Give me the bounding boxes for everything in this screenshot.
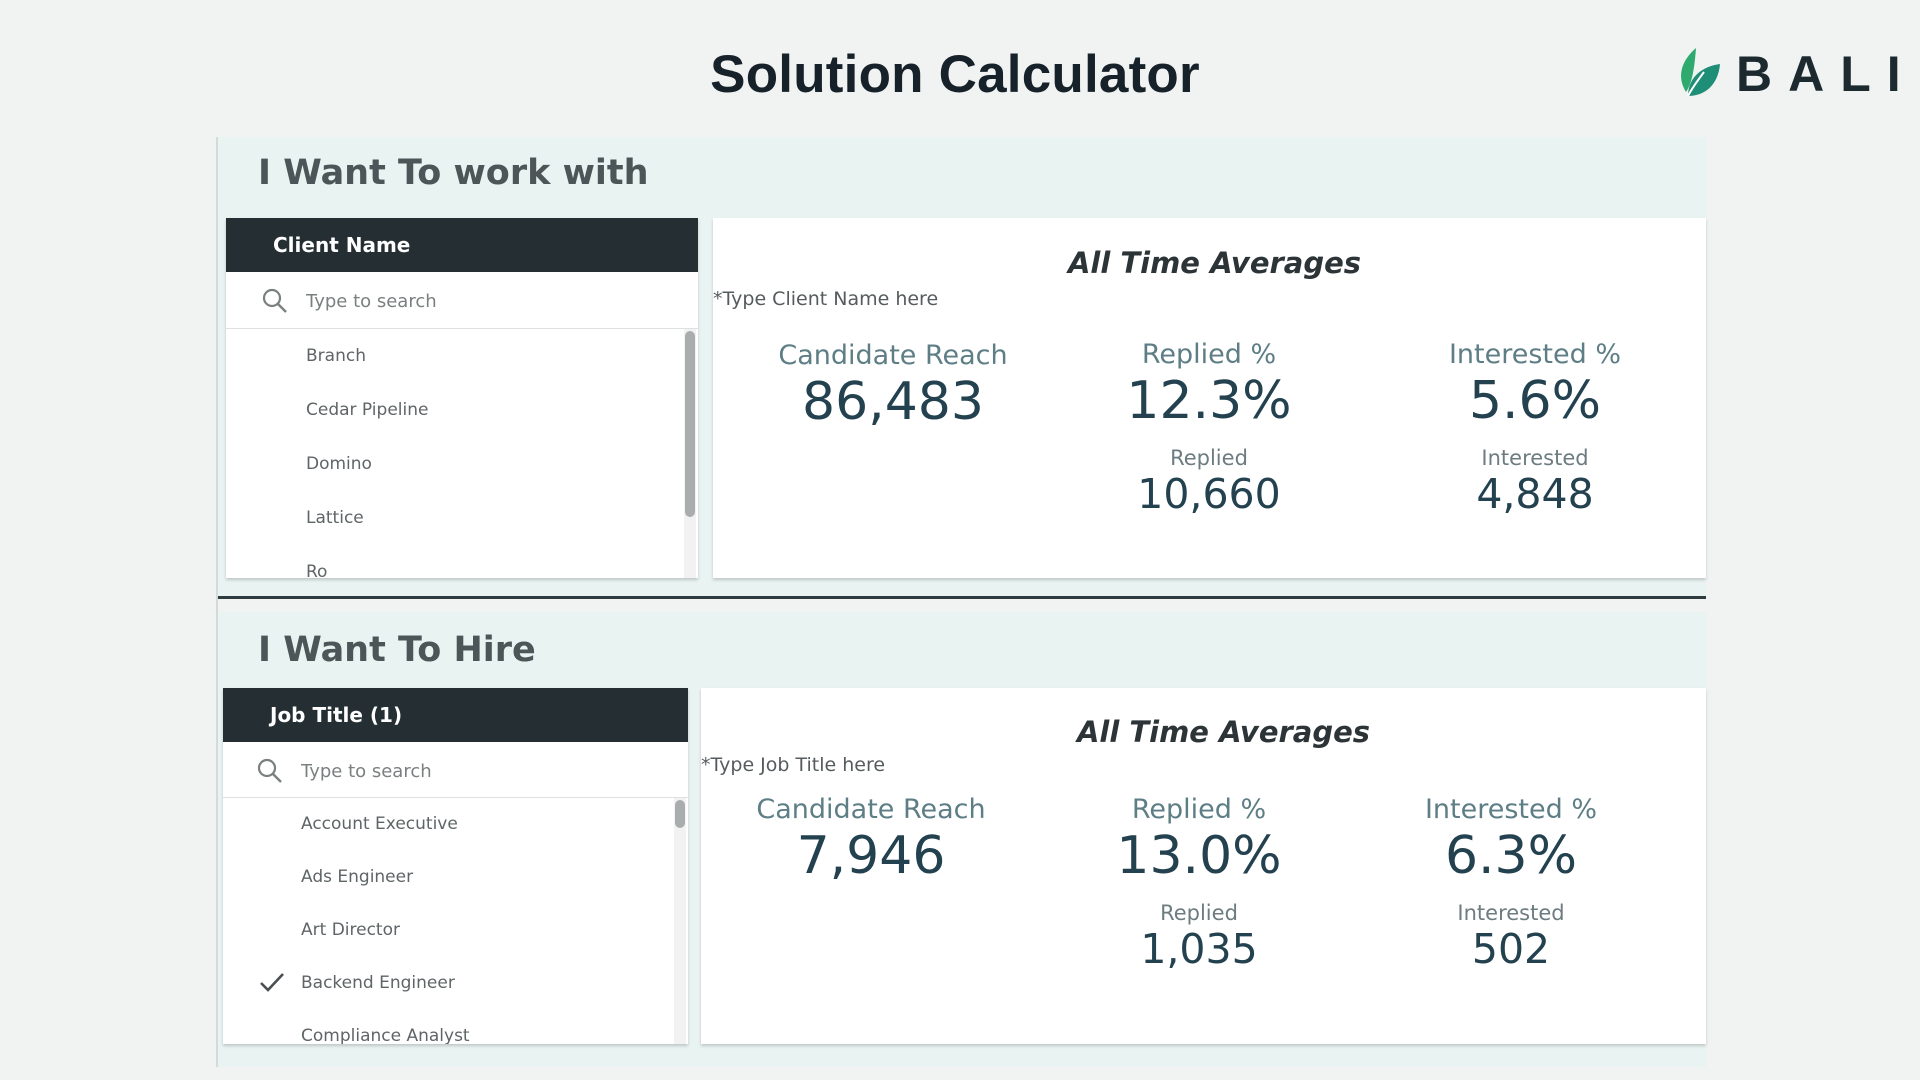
metric-value: 86,483	[802, 372, 984, 432]
client-list: Branch Cedar Pipeline Domino Lattice Ro	[226, 329, 698, 578]
logo-text: BALI	[1736, 46, 1917, 102]
metric-subvalue: 4,848	[1476, 470, 1594, 518]
list-item[interactable]: Art Director	[223, 904, 688, 957]
candidate-reach-metric: Candidate Reach 86,483	[723, 340, 1063, 433]
scrollbar-thumb[interactable]	[675, 800, 685, 828]
metric-value: 12.3%	[1126, 371, 1292, 431]
page-title: Solution Calculator	[710, 45, 1200, 104]
metric-subvalue: 10,660	[1137, 470, 1281, 518]
listbox-search	[223, 742, 688, 798]
metric-label: Candidate Reach	[778, 340, 1008, 371]
metric-label: Candidate Reach	[756, 794, 986, 825]
metric-subvalue: 502	[1471, 925, 1551, 973]
list-item-label: Lattice	[306, 508, 364, 528]
interested-metric: Interested % 6.3% Interested 502	[1341, 794, 1681, 973]
list-item[interactable]: Domino	[226, 437, 698, 491]
metric-label: Replied %	[1141, 339, 1277, 370]
list-item-label: Ads Engineer	[301, 867, 414, 887]
list-item-label: Cedar Pipeline	[306, 400, 429, 420]
listbox-search	[226, 272, 698, 329]
search-input[interactable]	[304, 282, 608, 320]
all-time-averages-panel: All Time Averages *Type Job Title here C…	[701, 688, 1706, 1044]
list-item[interactable]: Account Executive	[223, 798, 688, 851]
section-title: I Want To Hire	[258, 630, 536, 670]
all-time-averages-panel: All Time Averages *Type Client Name here…	[713, 218, 1706, 578]
bali-logo: BALI	[1674, 46, 1901, 102]
scrollbar[interactable]	[674, 798, 686, 1044]
metric-sublabel: Interested	[1457, 901, 1565, 925]
list-item-selected[interactable]: Backend Engineer	[223, 957, 688, 1010]
list-item[interactable]: Compliance Analyst	[223, 1010, 688, 1044]
metric-sublabel: Replied	[1170, 446, 1248, 470]
client-section: I Want To work with Client Name Branch C…	[218, 137, 1706, 599]
list-item[interactable]: Ro	[226, 545, 698, 578]
section-title: I Want To work with	[258, 153, 649, 193]
left-divider	[216, 137, 218, 1067]
list-item[interactable]: Ads Engineer	[223, 851, 688, 904]
metric-value: 5.6%	[1468, 371, 1602, 431]
list-item[interactable]: Cedar Pipeline	[226, 383, 698, 437]
hint-text: *Type Job Title here	[701, 754, 886, 776]
metric-label: Replied %	[1131, 794, 1267, 825]
listbox-header[interactable]: Client Name	[226, 218, 698, 272]
list-item-label: Account Executive	[301, 814, 458, 834]
list-item-label: Compliance Analyst	[301, 1026, 470, 1044]
replied-metric: Replied % 12.3% Replied 10,660	[1039, 339, 1379, 518]
metric-value: 13.0%	[1116, 826, 1282, 886]
replied-metric: Replied % 13.0% Replied 1,035	[1029, 794, 1369, 973]
leaf-icon	[1681, 48, 1720, 97]
list-item[interactable]: Branch	[226, 329, 698, 383]
metric-sublabel: Replied	[1160, 901, 1238, 925]
interested-metric: Interested % 5.6% Interested 4,848	[1365, 339, 1705, 518]
averages-title: All Time Averages	[1067, 246, 1362, 280]
scrollbar[interactable]	[684, 329, 696, 578]
list-item-label: Ro	[306, 562, 328, 578]
search-icon	[257, 758, 282, 783]
averages-title: All Time Averages	[1076, 715, 1371, 749]
search-icon	[262, 288, 287, 313]
list-item-label: Backend Engineer	[301, 973, 455, 993]
list-item-label: Domino	[306, 454, 372, 474]
hint-text: *Type Client Name here	[713, 288, 939, 310]
hire-section: I Want To Hire Job Title (1) Account Exe…	[218, 612, 1706, 1067]
metric-sublabel: Interested	[1481, 446, 1589, 470]
listbox-header[interactable]: Job Title (1)	[223, 688, 688, 742]
search-input[interactable]	[299, 752, 603, 790]
metric-value: 6.3%	[1444, 826, 1578, 886]
metric-subvalue: 1,035	[1140, 925, 1258, 973]
list-item-label: Art Director	[301, 920, 400, 940]
list-item-label: Branch	[306, 346, 366, 366]
checkmark-icon	[260, 973, 284, 992]
scrollbar-thumb[interactable]	[685, 331, 695, 517]
client-name-listbox: Client Name Branch Cedar Pipeline Domino…	[226, 218, 698, 578]
metric-value: 7,946	[796, 826, 946, 886]
list-item[interactable]: Lattice	[226, 491, 698, 545]
job-title-listbox: Job Title (1) Account Executive Ads Engi…	[223, 688, 688, 1044]
metric-label: Interested %	[1448, 339, 1622, 370]
metric-label: Interested %	[1424, 794, 1598, 825]
job-title-list: Account Executive Ads Engineer Art Direc…	[223, 798, 688, 1044]
candidate-reach-metric: Candidate Reach 7,946	[701, 794, 1041, 887]
